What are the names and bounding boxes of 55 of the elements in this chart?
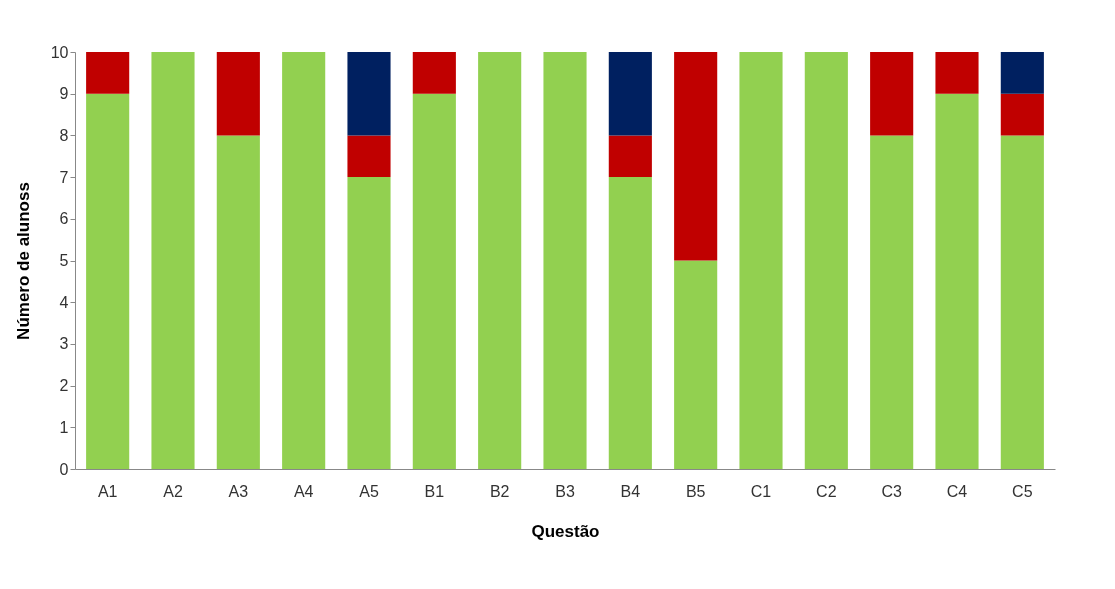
y-tick-label: 4 — [59, 293, 69, 311]
x-tick-label: A3 — [228, 482, 249, 500]
bar — [86, 93, 130, 469]
bar — [935, 93, 979, 469]
bar — [347, 135, 391, 178]
x-tick-label: A4 — [293, 482, 314, 500]
bar — [739, 52, 783, 469]
bar — [151, 52, 195, 469]
y-tick-label: 5 — [59, 252, 69, 269]
x-tick-label: C2 — [816, 482, 837, 500]
bar — [1000, 135, 1044, 469]
bar — [1000, 52, 1044, 94]
y-tick-label: 1 — [59, 418, 69, 436]
y-tick-label: 0 — [59, 460, 69, 478]
x-tick-label: B3 — [555, 482, 575, 500]
x-tick-label: B1 — [424, 482, 445, 500]
y-tick-label: 6 — [59, 210, 69, 228]
bar — [608, 52, 652, 136]
x-axis-title: Questão — [531, 521, 600, 541]
bar — [608, 177, 652, 469]
bar — [86, 52, 130, 94]
y-tick-label: 2 — [59, 377, 69, 395]
y-tick-label: 3 — [59, 335, 69, 353]
bar — [674, 260, 718, 469]
y-tick-label: 9 — [59, 85, 69, 103]
x-tick-label: A1 — [97, 482, 118, 500]
bar — [870, 135, 914, 469]
x-tick-label: A5 — [359, 482, 379, 500]
bar — [216, 52, 260, 136]
x-tick-label: B5 — [685, 482, 706, 500]
bar — [870, 52, 914, 136]
x-tick-label: C1 — [750, 482, 772, 500]
x-tick-label: A2 — [163, 482, 183, 500]
bar — [347, 52, 391, 136]
x-tick-label: C4 — [946, 482, 968, 500]
y-tick-label: 7 — [59, 168, 69, 186]
bar — [935, 52, 979, 94]
y-tick-label: 10 — [50, 43, 69, 61]
bar — [478, 52, 522, 469]
bar — [412, 52, 456, 94]
y-tick-label: 8 — [59, 126, 69, 144]
x-tick-label: B4 — [620, 482, 641, 500]
y-axis-title: Número de alunoss — [13, 182, 33, 340]
x-tick-label: C5 — [1012, 482, 1033, 500]
bar — [216, 135, 260, 469]
bar — [412, 93, 456, 469]
bar — [1000, 93, 1044, 136]
bar — [543, 52, 587, 469]
x-tick-label: C3 — [881, 482, 902, 500]
bar — [608, 135, 652, 178]
bar — [804, 52, 848, 469]
bar — [347, 177, 391, 469]
bar — [282, 52, 326, 469]
x-tick-label: B2 — [489, 482, 510, 500]
bar — [674, 52, 718, 261]
